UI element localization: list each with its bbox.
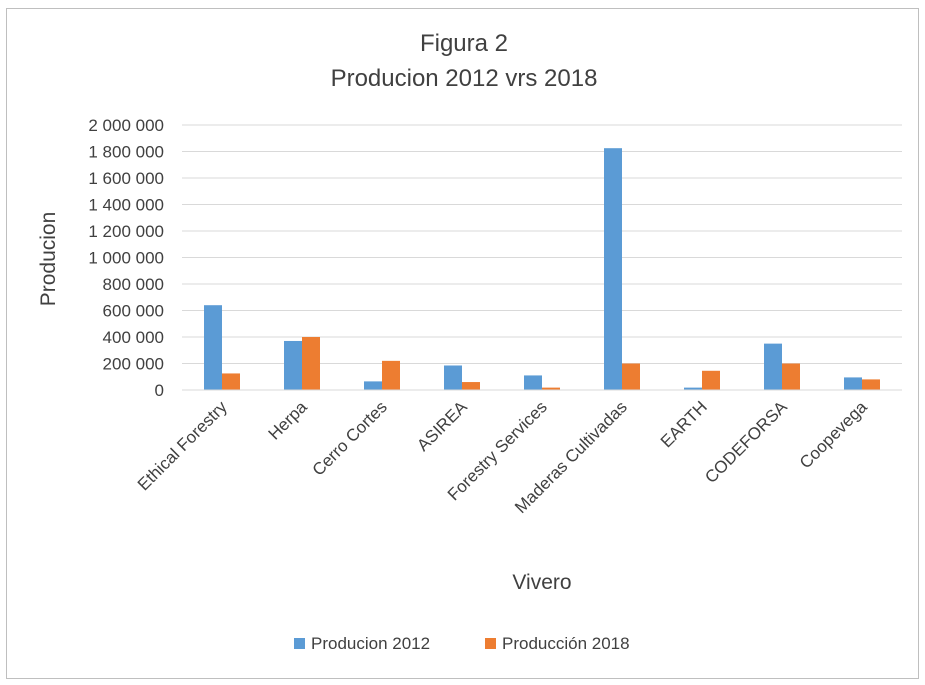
bar-chart: Figura 2 Producion 2012 vrs 2018 0 200 00… [37,30,902,653]
bar-2018 [862,379,880,390]
chart-frame: Figura 2 Producion 2012 vrs 2018 0 200 00… [6,8,919,679]
y-tick-label: 0 [155,381,164,400]
bar-2012 [364,381,382,390]
bar-2018 [622,363,640,390]
bar-2012 [284,340,302,390]
chart-title: Figura 2 [420,30,508,57]
y-tick-label: 2 000 000 [88,116,164,135]
y-tick-label: 1 400 000 [88,196,164,215]
y-tick-label: 200 000 [103,355,164,374]
legend-label: Producion 2012 [311,634,430,653]
y-tick-label: 1 600 000 [88,169,164,188]
bar-2012 [204,305,222,390]
bar-2018 [702,370,720,390]
bar-2012 [524,375,542,390]
bar-2012 [444,365,462,390]
x-tick-label: ASIREA [413,397,471,455]
y-tick-label: 400 000 [103,328,164,347]
bar-2012 [684,387,702,390]
bar-2018 [382,360,400,390]
gridlines [182,124,902,364]
x-tick-label: Ethical Forestry [134,397,231,494]
legend: Producion 2012 Producción 2018 [294,634,630,653]
bars [204,148,880,390]
y-tick-label: 1 200 000 [88,222,164,241]
y-tick-label: 800 000 [103,275,164,294]
y-tick-label: 600 000 [103,302,164,321]
y-axis-ticks: 0 200 000 400 000 600 000 800 000 1 000 000 1 … [88,116,164,400]
bar-2018 [222,373,240,390]
x-tick-label: Cerro Cortes [309,397,391,479]
bar-2018 [462,382,480,390]
x-tick-label: Herpa [265,397,312,444]
x-tick-label: Coopevega [796,397,871,472]
chart-subtitle: Producion 2012 vrs 2018 [331,65,598,92]
legend-swatch [485,638,496,649]
bar-2018 [542,387,560,390]
legend-label: Producción 2018 [502,634,630,653]
bar-2012 [844,377,862,390]
y-tick-label: 1 000 000 [88,249,164,268]
y-tick-label: 1 800 000 [88,143,164,162]
y-axis-title: Producion [37,212,60,307]
bar-2012 [604,148,622,390]
bar-2012 [764,343,782,390]
x-tick-label: CODEFORSA [701,397,791,487]
x-axis-title: Vivero [512,571,571,594]
legend-swatch [294,638,305,649]
bar-2018 [782,363,800,390]
x-tick-label: EARTH [657,397,711,451]
bar-2018 [302,337,320,390]
